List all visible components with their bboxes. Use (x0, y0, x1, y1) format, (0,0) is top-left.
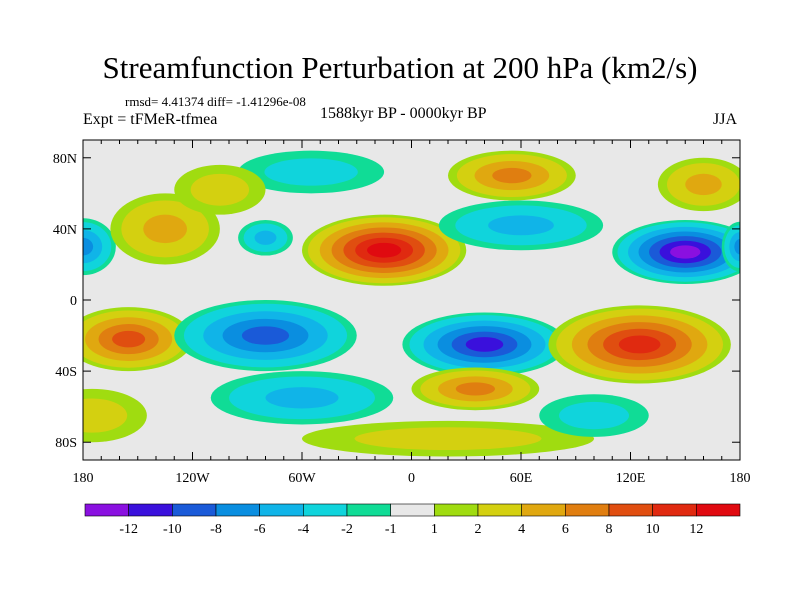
lon-tick-label: 0 (408, 471, 415, 486)
colorbar-label: -6 (254, 522, 266, 537)
lon-tick-label: 180 (73, 471, 94, 486)
period-label: 1588kyr BP - 0000kyr BP (320, 105, 487, 122)
lat-tick-label: 40N (53, 223, 77, 238)
colorbar-label: -12 (119, 522, 138, 537)
colorbar-swatch (434, 503, 479, 517)
colorbar: -12 -10 -8 -6 -4 -2 -1 1 2 4 6 8 10 12 (84, 503, 741, 537)
colorbar-label: 6 (562, 522, 569, 537)
contour-band (354, 427, 542, 451)
lon-tick-label: 180 (730, 471, 751, 486)
colorbar-label: 2 (475, 522, 482, 537)
low-anomaly (238, 150, 385, 194)
low-anomaly (612, 220, 740, 284)
contour-band (254, 230, 277, 245)
contour-band (734, 239, 740, 255)
contour-band (670, 245, 701, 259)
high-anomaly (83, 307, 193, 372)
contour-band (558, 401, 630, 430)
contour-band (618, 335, 661, 354)
colorbar-label: 4 (518, 522, 525, 537)
contour-fields (83, 150, 740, 457)
axis-ticks: 80N 40N 0 40S 80S 180 120W 60W 0 60E 120E 180 (53, 140, 751, 486)
colorbar-swatch (84, 503, 129, 517)
lat-tick-label: 40S (55, 365, 77, 380)
low-anomaly (83, 218, 116, 276)
low-anomaly (438, 200, 604, 251)
stats-text: rmsd= 4.41374 diff= -1.41296e-08 (125, 94, 306, 109)
high-anomaly (548, 305, 731, 384)
low-anomaly (238, 220, 293, 256)
colorbar-label: -2 (341, 522, 353, 537)
colorbar-swatch (477, 503, 522, 517)
colorbar-label: 8 (606, 522, 613, 537)
colorbar-swatch (521, 503, 566, 517)
contour-band (455, 382, 496, 396)
contour-band (83, 398, 128, 433)
colorbar-swatch (390, 503, 435, 517)
colorbar-label: -4 (297, 522, 309, 537)
lon-tick-label: 60E (510, 471, 533, 486)
contour-band (83, 237, 94, 256)
colorbar-swatch (696, 503, 741, 517)
contour-band (264, 158, 358, 186)
contour-band (112, 330, 146, 348)
lat-tick-label: 80S (55, 436, 77, 451)
contour-band (465, 337, 504, 352)
contour-band (265, 387, 339, 409)
lat-tick-label: 80N (53, 152, 77, 167)
high-anomaly (657, 157, 740, 212)
contour-band (367, 242, 402, 258)
colorbar-swatch (215, 503, 260, 517)
low-anomaly (721, 221, 740, 272)
high-anomaly (448, 150, 576, 201)
high-anomaly (411, 367, 540, 411)
experiment-label: Expt = tFMeR-tfmea (83, 111, 218, 128)
lat-tick-label: 0 (70, 294, 77, 309)
lon-tick-label: 120W (175, 471, 210, 486)
colorbar-swatch (652, 503, 697, 517)
low-anomaly (539, 394, 649, 437)
contour-band (241, 326, 290, 345)
colorbar-swatch (128, 503, 173, 517)
low-anomaly (174, 300, 357, 372)
lon-tick-label: 120E (616, 471, 646, 486)
colorbar-label: -1 (385, 522, 397, 537)
chart-title: Streamfunction Perturbation at 200 hPa (… (102, 50, 698, 85)
colorbar-swatch (346, 503, 391, 517)
high-anomaly (302, 214, 467, 286)
colorbar-label: 12 (689, 522, 703, 537)
high-anomaly (302, 420, 594, 457)
colorbar-label: 10 (646, 522, 660, 537)
contour-band (488, 215, 554, 236)
lon-tick-label: 60W (288, 471, 316, 486)
colorbar-swatch (259, 503, 304, 517)
colorbar-swatch (608, 503, 653, 517)
contour-band (143, 214, 188, 244)
high-anomaly (174, 164, 266, 215)
contour-band (685, 173, 722, 196)
colorbar-label: 1 (431, 522, 438, 537)
colorbar-label: -10 (163, 522, 182, 537)
high-anomaly (110, 193, 220, 265)
colorbar-swatch (303, 503, 348, 517)
high-anomaly (83, 388, 147, 443)
colorbar-label: -8 (210, 522, 222, 537)
contour-band (190, 173, 250, 206)
colorbar-swatch (565, 503, 610, 517)
colorbar-swatch (172, 503, 217, 517)
low-anomaly (210, 371, 394, 425)
low-anomaly (402, 312, 567, 377)
contour-band (492, 167, 532, 184)
season-label: JJA (713, 111, 738, 128)
